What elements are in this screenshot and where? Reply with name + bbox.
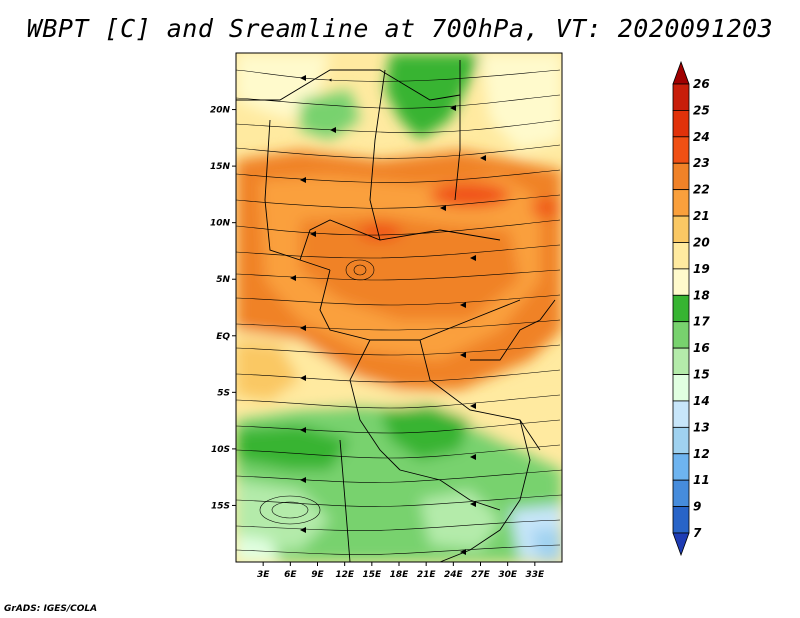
lon-tick-label: 18E xyxy=(390,570,410,580)
colorbar-swatch xyxy=(672,189,690,217)
colorbar-label: 17 xyxy=(693,315,710,329)
colorbar-swatch xyxy=(672,506,690,534)
lon-tick-label: 24E xyxy=(444,570,464,580)
colorbar-label: 16 xyxy=(693,341,710,355)
colorbar-swatch xyxy=(672,242,690,270)
colorbar-swatch xyxy=(672,268,690,296)
colorbar-label: 9 xyxy=(693,500,701,514)
lat-tick-label: 20N xyxy=(210,106,231,116)
lat-tick-label: 5S xyxy=(217,388,230,398)
wbpt-field xyxy=(236,53,562,562)
colorbar: 26 25 24 23 22 21 20 19 18 17 16 15 14 13 12 11 9 7 xyxy=(672,60,710,557)
colorbar-label: 23 xyxy=(693,156,710,170)
colorbar-label: 20 xyxy=(693,235,710,249)
lon-tick-label: 33E xyxy=(525,570,545,580)
colorbar-swatch xyxy=(672,162,690,191)
grads-credit: GrADS: IGES/COLA xyxy=(4,604,98,614)
lat-tick-label: 5N xyxy=(216,275,230,285)
longitude-axis: 3E 6E 9E 12E 15E 18E 21E 24E 27E 30E 33E xyxy=(257,562,545,580)
colorbar-label: 19 xyxy=(693,262,710,276)
colorbar-label: 7 xyxy=(693,526,702,540)
colorbar-swatch xyxy=(672,83,690,111)
colorbar-label: 22 xyxy=(693,183,710,197)
colorbar-label: 13 xyxy=(693,420,710,434)
colorbar-swatch xyxy=(672,400,690,428)
lon-tick-label: 12E xyxy=(335,570,355,580)
lat-tick-label: 10S xyxy=(211,445,230,455)
colorbar-label: 15 xyxy=(693,368,710,382)
lat-tick-label: EQ xyxy=(216,332,230,342)
colorbar-label: 11 xyxy=(693,473,710,487)
colorbar-swatch xyxy=(672,294,690,323)
lat-tick-label: 15N xyxy=(210,162,231,172)
colorbar-label: 25 xyxy=(693,103,710,117)
colorbar-cap-bottom xyxy=(672,532,690,557)
streamlines xyxy=(236,69,562,555)
colorbar-swatch xyxy=(672,426,690,455)
lon-tick-label: 27E xyxy=(471,570,491,580)
colorbar-label: 26 xyxy=(693,77,710,91)
colorbar-swatch xyxy=(672,347,690,375)
colorbar-swatch xyxy=(672,215,690,243)
colorbar-label: 18 xyxy=(693,288,710,302)
lat-tick-label: 15S xyxy=(211,501,230,511)
colorbar-label: 24 xyxy=(693,130,710,144)
colorbar-swatch xyxy=(672,479,690,507)
lon-tick-label: 3E xyxy=(257,570,270,580)
colorbar-swatch xyxy=(672,136,690,164)
lon-tick-label: 21E xyxy=(417,570,437,580)
map-title: WBPT [C] and Sreamline at 700hPa, VT: 20… xyxy=(26,14,774,43)
streamline-arrows xyxy=(290,75,486,555)
latitude-axis: 20N 15N 10N 5N EQ 5S 10S 15S xyxy=(210,106,236,511)
colorbar-swatch xyxy=(672,110,690,138)
colorbar-swatch xyxy=(672,453,690,481)
colorbar-swatch xyxy=(672,374,690,402)
colorbar-swatch xyxy=(672,321,690,349)
colorbar-label: 21 xyxy=(693,209,710,223)
lat-tick-label: 10N xyxy=(210,219,231,229)
lon-tick-label: 6E xyxy=(284,570,297,580)
lon-tick-label: 15E xyxy=(362,570,382,580)
colorbar-label: 14 xyxy=(693,394,710,408)
lon-tick-label: 30E xyxy=(498,570,518,580)
colorbar-label: 12 xyxy=(693,447,710,461)
colorbar-cap-top xyxy=(672,60,690,85)
lon-tick-label: 9E xyxy=(311,570,324,580)
